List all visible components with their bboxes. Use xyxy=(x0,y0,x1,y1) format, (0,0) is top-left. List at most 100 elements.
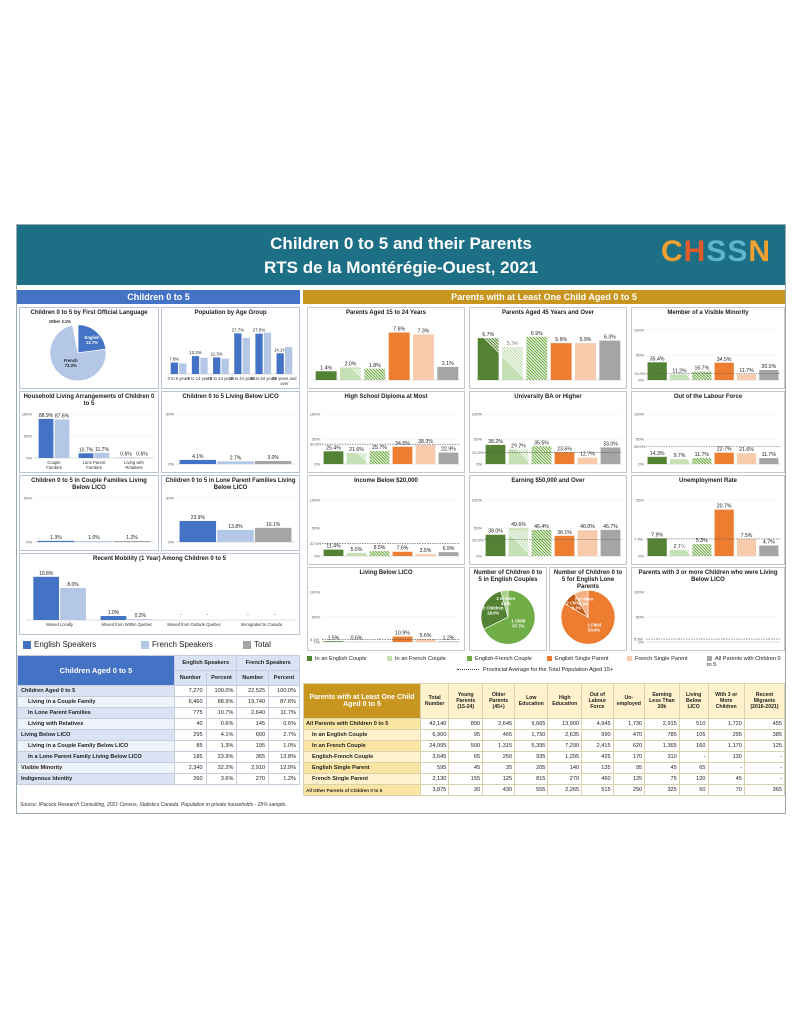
table-cell: 95 xyxy=(612,762,646,774)
bar xyxy=(577,457,598,464)
bar xyxy=(285,346,293,374)
bar xyxy=(38,418,54,458)
table-cell: 50 xyxy=(678,784,709,796)
table-cell: 2,910 xyxy=(236,762,270,774)
data-label: 27.5% xyxy=(253,328,266,333)
chart-title: Income Below $20,000 xyxy=(354,478,418,484)
data-label: 0.6% xyxy=(351,636,363,642)
data-label: 1.0% xyxy=(108,610,120,616)
table-cell: 11.7% xyxy=(268,707,300,719)
table-cell: 1.3% xyxy=(205,740,238,752)
table-cell: 7,290 xyxy=(547,740,583,752)
chart-title: Parents Aged 15 to 24 Years xyxy=(345,310,427,316)
table-cell: 365 xyxy=(236,751,270,763)
chart-svg-living: 100% 50% 0% 88.9% 87.6% Couple Families 10.7% 11… xyxy=(22,412,154,470)
data-label: 1.2% xyxy=(443,635,455,641)
table-cell: 19,740 xyxy=(236,696,270,708)
table-cell: 40 xyxy=(174,718,207,730)
table-header: High Education xyxy=(547,683,583,719)
bar xyxy=(485,534,506,556)
legend-swatch xyxy=(467,656,472,662)
table-cell: 3.6% xyxy=(205,773,238,785)
table-cell: 100.0% xyxy=(268,685,300,697)
table-cell: 1,170 xyxy=(707,740,745,752)
table-cell: 250 xyxy=(482,751,516,763)
chart-title: Parents with 3 or more Children who were… xyxy=(638,570,778,583)
provincial-label: 13.0% xyxy=(634,371,646,376)
bar xyxy=(60,588,86,620)
y-tick-label: 100% xyxy=(310,590,321,595)
legend-swatch xyxy=(707,656,712,662)
title-line-1: Children 0 to 5 and their Parents xyxy=(270,234,532,253)
data-label: 35.4% xyxy=(650,356,665,362)
data-label: 7.5% xyxy=(741,533,753,539)
chssn-logo: CHSSN xyxy=(660,235,771,268)
y-tick-label: 50% xyxy=(312,437,320,442)
bar xyxy=(179,363,187,374)
data-label: 6.9% xyxy=(531,331,543,337)
provincial-label: 5.8% xyxy=(634,637,644,642)
legend-item: French Single Parent xyxy=(627,656,688,662)
y-tick-label: 100% xyxy=(472,498,483,503)
table-header: Recent Migrants (2016-2021) xyxy=(743,683,786,719)
data-label: 35.5% xyxy=(534,440,549,446)
bar xyxy=(392,446,413,464)
legend-swatch xyxy=(627,656,632,662)
row-label: In a Lone Parent Family Living Below LIC… xyxy=(17,751,175,763)
data-label: 10.7% xyxy=(79,447,94,453)
table-cell: 2,635 xyxy=(547,729,583,741)
data-label: 4.1% xyxy=(192,454,204,460)
table-cell: 120 xyxy=(678,773,709,785)
table-cell: - xyxy=(678,751,709,763)
y-tick-label: 50% xyxy=(636,353,644,358)
chart-panel-age45: Parents Aged 45 Years and Over 6.7% 5.3% 6.… xyxy=(469,307,627,389)
bar xyxy=(340,367,361,380)
data-label: 0.6% xyxy=(120,452,132,458)
row-label: Living with Relatives xyxy=(17,718,175,730)
chart-title: Member of a Visible Minority xyxy=(667,310,749,316)
legend-left: English Speakers French Speakers Total xyxy=(17,637,300,653)
table-cell: - xyxy=(743,773,786,785)
table-cell: 205 xyxy=(514,762,549,774)
data-label: 8.5% xyxy=(374,545,386,551)
bar xyxy=(191,356,200,374)
table-row: In Lone Parent Families 775 10.7% 2,640 11.7… xyxy=(17,707,300,719)
table-cell: 70 xyxy=(707,784,745,796)
pie-slice-3-or-more xyxy=(500,589,509,618)
legend-english: English Speakers xyxy=(34,640,97,649)
y-tick-label: 100% xyxy=(22,412,33,417)
french-swatch xyxy=(141,640,149,649)
bar xyxy=(217,529,254,542)
table-cell: 32.2% xyxy=(205,762,238,774)
bar xyxy=(392,551,413,556)
data-label: - xyxy=(247,612,249,618)
data-label: 11.2% xyxy=(672,368,687,374)
data-label: 2.0% xyxy=(345,362,357,368)
table-cell: 295 xyxy=(707,729,745,741)
table-header: Total Number xyxy=(419,683,450,719)
table-sub-header: Percent xyxy=(205,670,238,686)
pie-label: 1 Child 83.4% xyxy=(587,623,601,633)
data-label: 9.7% xyxy=(674,453,686,459)
bar xyxy=(692,371,712,380)
data-label: 6.3% xyxy=(604,335,616,341)
data-label: 5.3% xyxy=(507,341,519,347)
chart-title: Recent Mobility (1 Year) Among Children … xyxy=(92,556,227,562)
data-label: 36.1% xyxy=(557,530,572,536)
y-tick-label: 50% xyxy=(636,437,644,442)
data-label: 33.0% xyxy=(603,442,618,448)
data-label: 7.6% xyxy=(393,327,405,333)
table-cell: 2,415 xyxy=(581,740,614,752)
legend-provincial: Provincial Average for the Total Populat… xyxy=(457,667,613,673)
chart-title: Unemployment Rate xyxy=(678,478,737,484)
provincial-label: 35.0% xyxy=(634,444,646,449)
table-cell: 195 xyxy=(236,740,270,752)
data-label: 27.7% xyxy=(232,327,245,332)
provincial-label: 5.1% xyxy=(310,637,320,642)
data-label: 2.1% xyxy=(442,361,454,367)
bar xyxy=(759,458,779,464)
table-cell: 2,130 xyxy=(419,773,450,785)
y-tick-label: 100% xyxy=(634,328,645,333)
bar xyxy=(477,338,499,380)
bar xyxy=(346,453,367,464)
